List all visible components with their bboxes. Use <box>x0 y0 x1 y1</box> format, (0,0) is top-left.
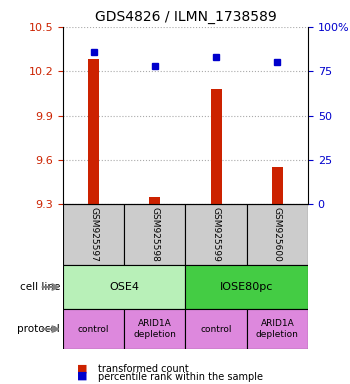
Text: transformed count: transformed count <box>98 364 189 374</box>
Text: GSM925598: GSM925598 <box>150 207 159 262</box>
Text: control: control <box>200 324 232 334</box>
Bar <box>211 89 222 204</box>
Text: protocol: protocol <box>17 324 60 334</box>
Bar <box>88 60 99 204</box>
Text: IOSE80pc: IOSE80pc <box>220 282 273 292</box>
FancyBboxPatch shape <box>63 204 124 265</box>
Text: GSM925597: GSM925597 <box>89 207 98 262</box>
Text: GSM925600: GSM925600 <box>273 207 282 262</box>
Text: OSE4: OSE4 <box>109 282 139 292</box>
FancyBboxPatch shape <box>63 309 124 349</box>
Text: ■: ■ <box>77 363 88 373</box>
Text: percentile rank within the sample: percentile rank within the sample <box>98 372 263 382</box>
FancyBboxPatch shape <box>124 309 186 349</box>
Text: cell line: cell line <box>20 282 60 292</box>
Title: GDS4826 / ILMN_1738589: GDS4826 / ILMN_1738589 <box>94 10 276 25</box>
Text: control: control <box>78 324 109 334</box>
FancyBboxPatch shape <box>186 265 308 309</box>
Bar <box>149 197 160 204</box>
FancyBboxPatch shape <box>186 204 247 265</box>
FancyBboxPatch shape <box>124 204 186 265</box>
FancyBboxPatch shape <box>247 204 308 265</box>
FancyBboxPatch shape <box>247 309 308 349</box>
Text: GSM925599: GSM925599 <box>212 207 220 262</box>
Text: ARID1A
depletion: ARID1A depletion <box>256 319 299 339</box>
FancyBboxPatch shape <box>63 265 186 309</box>
Text: ■: ■ <box>77 371 88 381</box>
Bar <box>272 167 283 204</box>
Text: ARID1A
depletion: ARID1A depletion <box>133 319 176 339</box>
FancyBboxPatch shape <box>186 309 247 349</box>
